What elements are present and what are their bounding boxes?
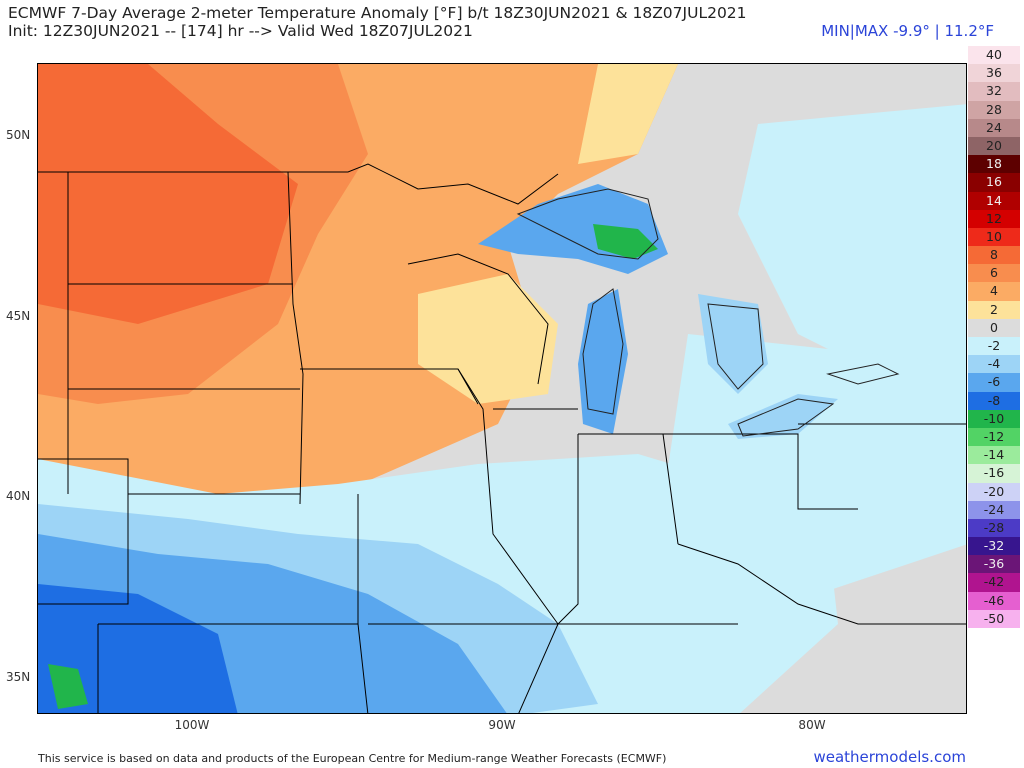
colorbar-level: -16 (968, 464, 1020, 483)
colorbar-level: -36 (968, 555, 1020, 574)
data-credit: This service is based on data and produc… (38, 752, 667, 765)
lon-label-100w: 100W (174, 718, 210, 732)
lat-label-35n: 35N (6, 670, 31, 684)
colorbar-level: 2 (968, 300, 1020, 319)
colorbar-level: 6 (968, 264, 1020, 283)
colorbar-level: -12 (968, 427, 1020, 447)
anomaly-region-wisconsin-mild (418, 274, 558, 404)
colorbar-level: 16 (968, 173, 1020, 192)
lat-label-40n: 40N (6, 489, 31, 503)
colorbar-level: -32 (968, 537, 1020, 556)
temperature-colorbar: 40 36 32 28 24 20 18 16 14 12 10 8 6 4 2 0 -2 -4 -6 -8 -10 -1… (968, 46, 1024, 628)
lake-superior-core (593, 224, 658, 259)
map-subtitle: Init: 12Z30JUN2021 -- [174] hr --> Valid… (8, 22, 473, 40)
colorbar-level: -4 (968, 355, 1020, 374)
lake-outlines (516, 188, 900, 437)
lat-label-45n: 45N (6, 309, 31, 323)
colorbar-level: 18 (968, 155, 1020, 174)
colorbar-level: 32 (968, 82, 1020, 101)
colorbar-level: 14 (968, 191, 1020, 210)
anomaly-region-north-hot (38, 64, 298, 324)
colorbar-level: 0 (968, 318, 1020, 337)
lake-huron-anomaly (698, 294, 768, 394)
lon-label-80w: 80W (798, 718, 826, 732)
colorbar-level: -10 (968, 409, 1020, 428)
colorbar-level: 20 (968, 136, 1020, 156)
colorbar-level: -6 (968, 373, 1020, 392)
lake-erie-anomaly (728, 394, 838, 439)
lat-label-50n: 50N (6, 128, 31, 142)
min-max-readout: MIN|MAX -9.9° | 11.2°F (821, 22, 994, 40)
anomaly-region-southwest-core (38, 584, 238, 713)
colorbar-level: -20 (968, 482, 1020, 501)
anomaly-region-northeast-cool (738, 104, 966, 394)
colorbar-level: -42 (968, 573, 1020, 592)
temperature-anomaly-map[interactable] (37, 63, 967, 714)
colorbar-level: 28 (968, 100, 1020, 119)
colorbar-level: -8 (968, 391, 1020, 410)
colorbar-level: 24 (968, 118, 1020, 137)
colorbar-level: 40 (968, 46, 1020, 65)
colorbar-level: -46 (968, 591, 1020, 610)
map-title: ECMWF 7-Day Average 2-meter Temperature … (8, 4, 747, 22)
colorbar-level: -24 (968, 500, 1020, 519)
colorbar-level: 8 (968, 246, 1020, 265)
colorbar-level: -50 (968, 609, 1020, 628)
colorbar-level: 12 (968, 209, 1020, 228)
colorbar-level: -2 (968, 337, 1020, 356)
anomaly-region-ontario-mild (578, 64, 678, 164)
lon-label-90w: 90W (488, 718, 516, 732)
colorbar-level: 36 (968, 64, 1020, 83)
colorbar-level: -14 (968, 446, 1020, 465)
anomaly-region-green-spot (48, 664, 88, 709)
brand-link[interactable]: weathermodels.com (813, 748, 966, 766)
political-borders (38, 163, 966, 713)
colorbar-level: 4 (968, 282, 1020, 301)
colorbar-level: -28 (968, 518, 1020, 538)
colorbar-level: 10 (968, 227, 1020, 247)
